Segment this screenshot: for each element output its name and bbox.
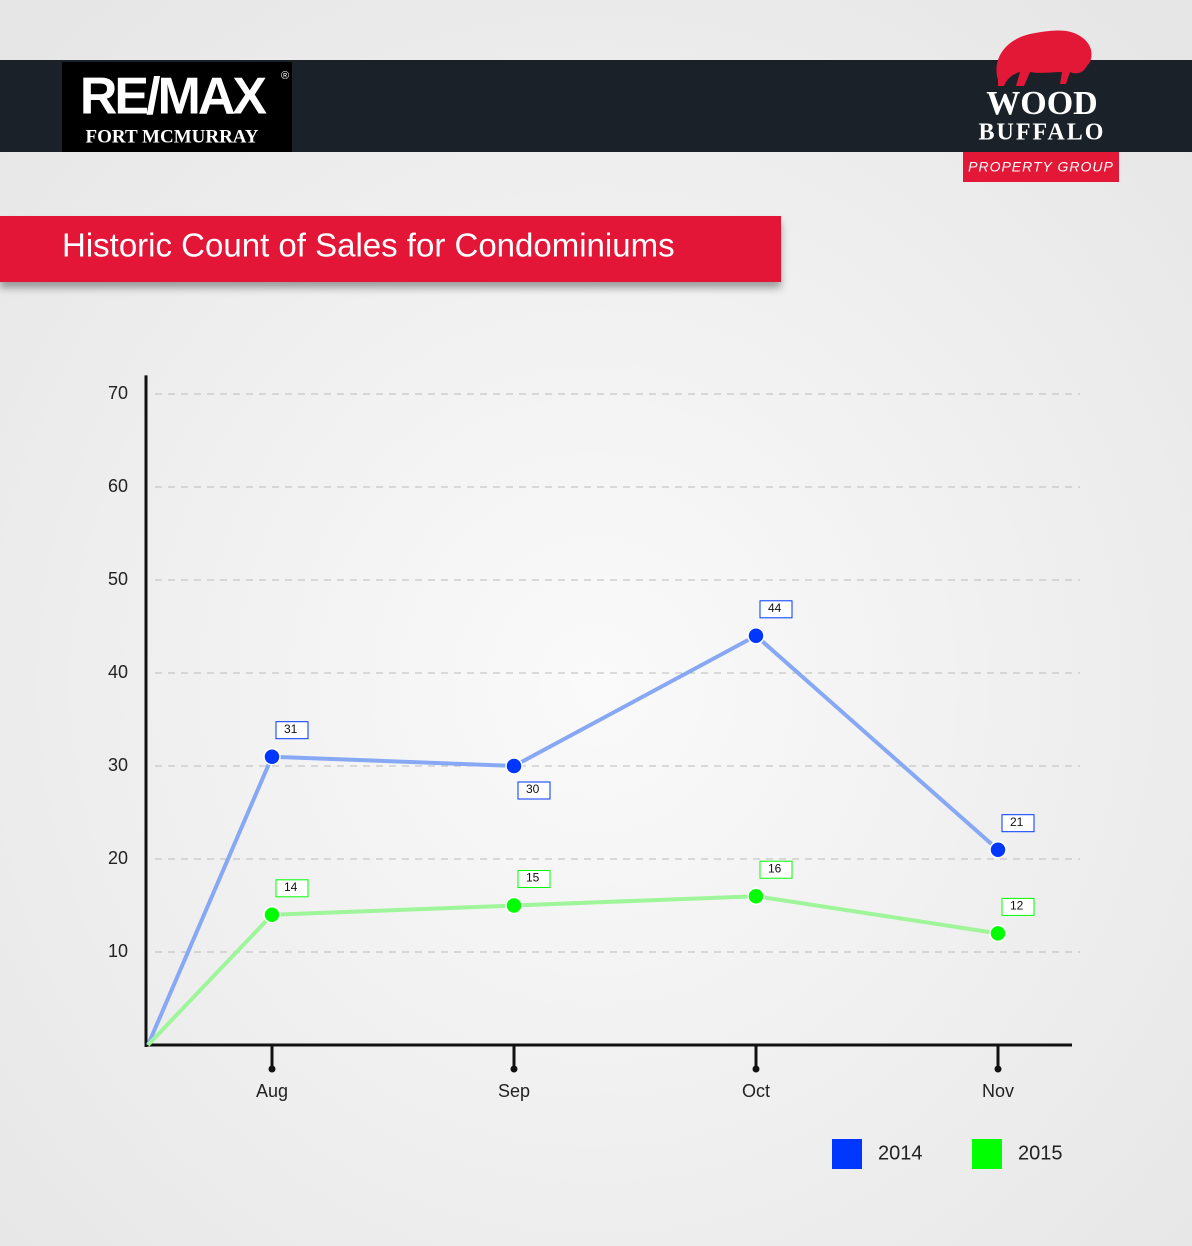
x-tick-dot: [994, 1065, 1002, 1073]
y-tick-label: 50: [108, 569, 128, 589]
legend-label: 2014: [878, 1142, 923, 1164]
data-label: 15: [526, 871, 540, 885]
data-label: 16: [768, 861, 782, 875]
data-label: 12: [1010, 899, 1024, 913]
data-label: 44: [768, 601, 782, 615]
y-tick-label: 20: [108, 848, 128, 868]
data-point: [989, 924, 1007, 943]
y-tick-label: 40: [108, 662, 128, 682]
data-point: [747, 627, 765, 645]
data-label: 31: [284, 722, 298, 736]
y-tick-label: 60: [108, 476, 128, 496]
data-label-box: [759, 860, 793, 879]
data-label: 14: [284, 880, 298, 894]
plot: 10 20 30 40 50 60 70 Aug Sep Oct Nov 31 30 44 21 14 15 16…: [108, 375, 1080, 1169]
x-tick-dot: [510, 1065, 518, 1073]
tagline: PROPERTY GROUP: [968, 159, 1114, 175]
x-tick-label: Oct: [742, 1081, 770, 1101]
buffalo-text: BUFFALO: [979, 120, 1106, 146]
data-label-box: [1001, 897, 1035, 916]
data-label-box: [759, 600, 793, 619]
legend-swatch: [832, 1139, 862, 1169]
data-point: [505, 757, 523, 775]
data-label-box: [517, 781, 551, 800]
data-label-box: [1001, 814, 1035, 833]
tagline-box: [963, 152, 1119, 182]
data-label-box: [517, 870, 551, 888]
x-tick-label: Aug: [256, 1081, 288, 1101]
data-label-box: [275, 721, 309, 740]
remax-logo: [62, 62, 292, 152]
remax-brand: RE/MAX: [80, 68, 268, 126]
data-point: [747, 887, 765, 905]
legend-swatch: [972, 1139, 1002, 1169]
y-tick-label: 10: [108, 941, 128, 961]
legend-label: 2015: [1018, 1142, 1063, 1164]
chart-title: Historic Count of Sales for Condominiums: [62, 227, 675, 264]
data-point: [989, 840, 1007, 859]
x-tick-dot: [268, 1065, 276, 1073]
wood-text: WOOD: [986, 85, 1097, 122]
data-label-box: [275, 879, 309, 898]
x-tick-label: Nov: [982, 1081, 1014, 1101]
buffalo-icon: [996, 30, 1092, 86]
x-tick-label: Sep: [498, 1081, 530, 1101]
data-label: 21: [1010, 815, 1024, 829]
data-point: [263, 747, 281, 766]
data-point: [505, 896, 523, 915]
remax-mark: ®: [281, 70, 289, 82]
data-point: [263, 906, 281, 924]
remax-location: FORT MCMURRAY: [86, 126, 259, 147]
title-banner: [0, 216, 781, 282]
y-tick-label: 70: [108, 383, 128, 403]
data-label: 30: [526, 782, 540, 796]
y-tick-label: 30: [108, 755, 128, 775]
x-tick-dot: [752, 1065, 760, 1073]
